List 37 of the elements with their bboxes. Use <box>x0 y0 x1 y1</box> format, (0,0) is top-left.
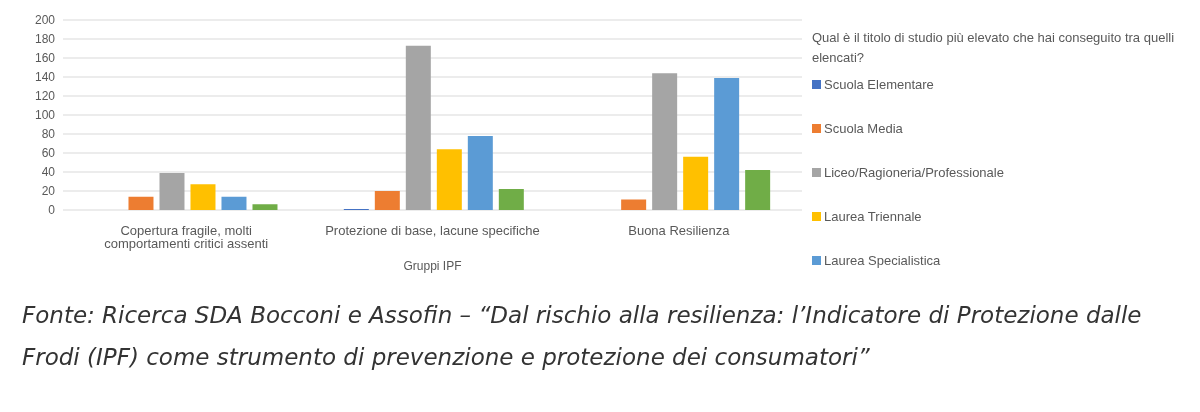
bar <box>374 191 400 210</box>
legend-label: Scuola Elementare <box>824 76 934 92</box>
y-tick-label: 60 <box>41 146 56 161</box>
y-tick-label: 180 <box>34 32 56 47</box>
y-tick-label: 80 <box>41 127 56 142</box>
legend-label: Scuola Media <box>824 120 903 136</box>
y-tick-label: 120 <box>34 89 56 104</box>
bar <box>128 196 154 210</box>
bar <box>159 172 185 210</box>
y-tick-label: 0 <box>48 203 56 218</box>
source-note: Fonte: Ricerca SDA Bocconi e Assofin – “Dal rischio alla resilienza: l’Indicatore di Protezione dalle Frodi (IPF) come strumento di prevenzione e protezione dei consumatori” <box>21 301 1143 372</box>
legend-label: Liceo/Ragioneria/Professionale <box>824 164 1004 180</box>
bar <box>221 196 247 210</box>
bar <box>745 170 771 210</box>
bar <box>467 135 493 210</box>
bar <box>252 204 278 210</box>
bar <box>436 149 462 210</box>
bar <box>190 184 216 210</box>
bar <box>621 199 647 210</box>
y-tick-label: 200 <box>34 13 56 28</box>
y-tick-label: 160 <box>34 51 56 66</box>
y-tick-label: 20 <box>41 184 56 199</box>
x-axis-title: Gruppi IPF <box>403 259 462 273</box>
legend-label: Laurea Triennale <box>824 208 922 224</box>
bar <box>683 156 709 210</box>
y-tick-label: 100 <box>34 108 56 123</box>
x-tick-label: Buona Resilienza <box>628 223 731 239</box>
legend-title: Qual è il titolo di studio più elevato che hai conseguito tra quelli elencati? <box>812 29 1176 67</box>
y-tick-label: 140 <box>34 70 56 85</box>
x-tick-label: Protezione di base, lacune specifiche <box>325 223 540 239</box>
bar <box>714 77 740 210</box>
bar <box>498 189 524 210</box>
bar <box>652 73 678 210</box>
x-tick-label: Copertura fragile, molti comportamenti critici assenti <box>104 223 269 252</box>
bar <box>405 45 431 210</box>
y-tick-label: 40 <box>41 165 56 180</box>
legend-label: Laurea Specialistica <box>824 252 941 268</box>
